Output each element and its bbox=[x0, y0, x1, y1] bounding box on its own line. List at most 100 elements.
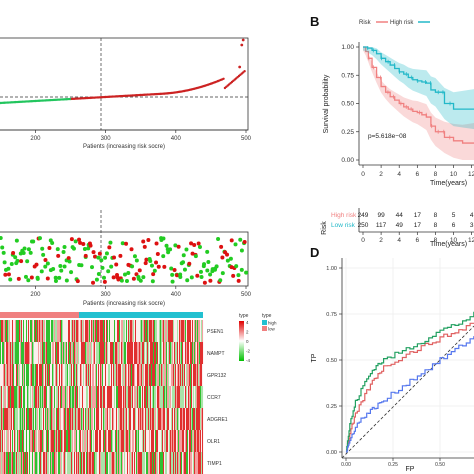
heatmap-cell bbox=[9, 430, 11, 452]
heatmap-cell bbox=[125, 452, 127, 474]
a2-point bbox=[53, 275, 58, 280]
heatmap-cell bbox=[60, 408, 62, 430]
heatmap-cell bbox=[95, 386, 97, 408]
km-x-tick-label: 10 bbox=[450, 171, 458, 178]
heatmap-cell bbox=[91, 408, 93, 430]
heatmap-cell bbox=[30, 320, 32, 342]
heatmap-cell bbox=[18, 342, 20, 364]
heatmap-cell bbox=[35, 430, 37, 452]
heatmap-cell bbox=[81, 430, 83, 452]
a2-point bbox=[83, 253, 88, 258]
heatmap-cell bbox=[59, 364, 61, 386]
heatmap-cell bbox=[200, 364, 202, 386]
a2-point bbox=[13, 255, 18, 260]
heatmap-cell bbox=[107, 320, 109, 342]
roc-plot-area bbox=[342, 258, 474, 458]
heatmap-cell bbox=[150, 408, 152, 430]
heatmap-cell bbox=[161, 452, 163, 474]
heatmap-cell bbox=[189, 342, 191, 364]
heatmap-cell bbox=[127, 386, 129, 408]
heatmap-cell bbox=[107, 342, 109, 364]
heatmap-cell bbox=[32, 452, 34, 474]
heatmap-cell bbox=[197, 386, 199, 408]
heatmap-cell bbox=[86, 364, 88, 386]
risk-table-title: Risk bbox=[321, 221, 328, 235]
heatmap-cell bbox=[45, 430, 47, 452]
heatmap-cell bbox=[11, 430, 13, 452]
a2-point bbox=[94, 277, 99, 282]
heatmap-cell bbox=[145, 452, 147, 474]
heatmap-cell bbox=[125, 320, 127, 342]
heatmap-cell bbox=[61, 452, 63, 474]
heatmap-cell bbox=[103, 342, 105, 364]
a2-x-tick-label: 500 bbox=[241, 292, 252, 298]
heatmap-gene-label: NAMPT bbox=[207, 351, 225, 357]
heatmap-cell bbox=[14, 320, 16, 342]
heatmap-cell bbox=[169, 342, 171, 364]
heatmap-cell bbox=[201, 452, 203, 474]
heatmap-cell bbox=[173, 320, 175, 342]
heatmap-cell bbox=[134, 430, 136, 452]
heatmap-cell bbox=[200, 408, 202, 430]
km-legend-high: High risk bbox=[390, 20, 414, 26]
heatmap-cell bbox=[32, 386, 34, 408]
heatmap-cell bbox=[17, 452, 19, 474]
a1-point bbox=[238, 65, 242, 69]
heatmap-cell bbox=[174, 430, 176, 452]
heatmap-cell bbox=[2, 342, 4, 364]
a2-point bbox=[185, 278, 190, 283]
heatmap-cell bbox=[0, 342, 2, 364]
heatmap-cell bbox=[105, 320, 107, 342]
heatmap-cell bbox=[128, 320, 130, 342]
heatmap-cell bbox=[202, 452, 204, 474]
heatmap-cell bbox=[92, 342, 94, 364]
heatmap-cell bbox=[96, 386, 98, 408]
heatmap-cell bbox=[65, 408, 67, 430]
heatmap-cell bbox=[197, 408, 199, 430]
heatmap-cell bbox=[190, 320, 192, 342]
heatmap-cell bbox=[159, 430, 161, 452]
heatmap-cell bbox=[131, 452, 133, 474]
heatmap-cell bbox=[135, 364, 137, 386]
heatmap-cell bbox=[147, 342, 149, 364]
heatmap-cell bbox=[6, 364, 8, 386]
heatmap-cell bbox=[13, 408, 15, 430]
heatmap-cell bbox=[93, 386, 95, 408]
heatmap-cell bbox=[35, 452, 37, 474]
heatmap-cell bbox=[123, 408, 125, 430]
a2-point bbox=[81, 242, 86, 247]
heatmap-cell bbox=[164, 408, 166, 430]
heatmap-cell bbox=[73, 408, 75, 430]
heatmap-cell bbox=[5, 364, 7, 386]
heatmap-cell bbox=[139, 342, 141, 364]
heatmap-cell bbox=[34, 364, 36, 386]
heatmap-cell bbox=[24, 342, 26, 364]
risk-table-cell: 17 bbox=[414, 222, 422, 229]
heatmap-cell bbox=[48, 430, 50, 452]
a2-point bbox=[3, 272, 8, 277]
heatmap-cell bbox=[95, 320, 97, 342]
heatmap-cell bbox=[183, 320, 185, 342]
heatmap-cell bbox=[15, 320, 17, 342]
heatmap-cell bbox=[79, 452, 81, 474]
heatmap-cell bbox=[187, 342, 189, 364]
heatmap-cell bbox=[14, 430, 16, 452]
heatmap-cell bbox=[178, 408, 180, 430]
heatmap-cell bbox=[191, 386, 193, 408]
heatmap-cell bbox=[39, 408, 41, 430]
heatmap-cell bbox=[76, 408, 78, 430]
heatmap-cell bbox=[186, 320, 188, 342]
heatmap-cell bbox=[104, 430, 106, 452]
a1-xlabel: Patients (increasing risk socre) bbox=[83, 144, 165, 150]
heatmap-cell bbox=[171, 430, 173, 452]
heatmap-cell bbox=[31, 364, 33, 386]
heatmap-cell bbox=[57, 320, 59, 342]
heatmap-cell bbox=[165, 342, 167, 364]
heatmap-cell bbox=[135, 386, 137, 408]
heatmap-cell bbox=[95, 430, 97, 452]
heatmap-cell bbox=[170, 320, 172, 342]
a2-point bbox=[152, 268, 157, 273]
heatmap-cell bbox=[166, 408, 168, 430]
a2-point bbox=[86, 246, 91, 251]
heatmap-cell bbox=[150, 320, 152, 342]
